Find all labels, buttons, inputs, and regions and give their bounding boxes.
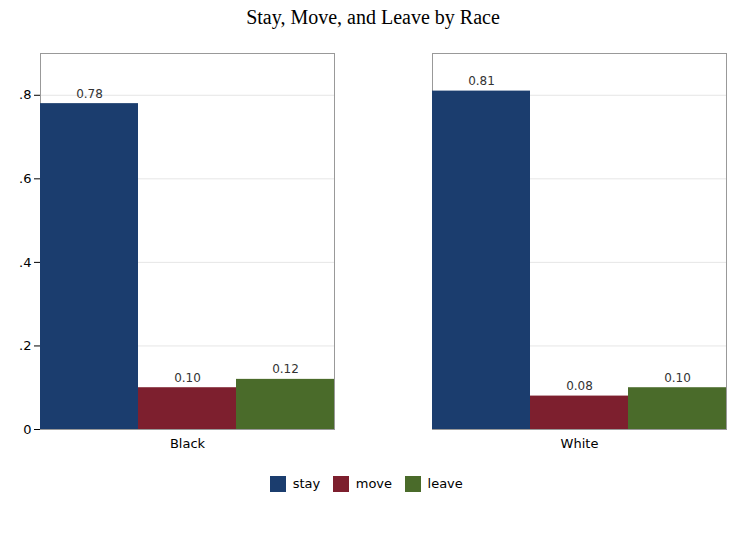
html-text:move: move	[355, 476, 392, 491]
html-text:stay: stay	[292, 476, 321, 491]
html-text:leave: leave	[427, 476, 463, 491]
svg-text:.8: .8	[19, 87, 31, 102]
svg-text:Black: Black	[170, 436, 206, 451]
svg-text:0.81: 0.81	[468, 74, 495, 88]
svg-text:.4: .4	[19, 255, 31, 270]
html-text:Stay, Move, and Leave by Race: Stay, Move, and Leave by Race	[246, 6, 500, 28]
svg-text:0.78: 0.78	[76, 87, 103, 101]
svg-text:0.12: 0.12	[272, 362, 299, 376]
svg-text:0.10: 0.10	[174, 371, 201, 385]
svg-text:.2: .2	[19, 338, 31, 353]
svg-text:White: White	[561, 436, 599, 451]
svg-text:0.08: 0.08	[566, 379, 593, 393]
svg-text:0.10: 0.10	[664, 371, 691, 385]
svg-text:.6: .6	[19, 171, 31, 186]
svg-text:0: 0	[23, 422, 31, 437]
